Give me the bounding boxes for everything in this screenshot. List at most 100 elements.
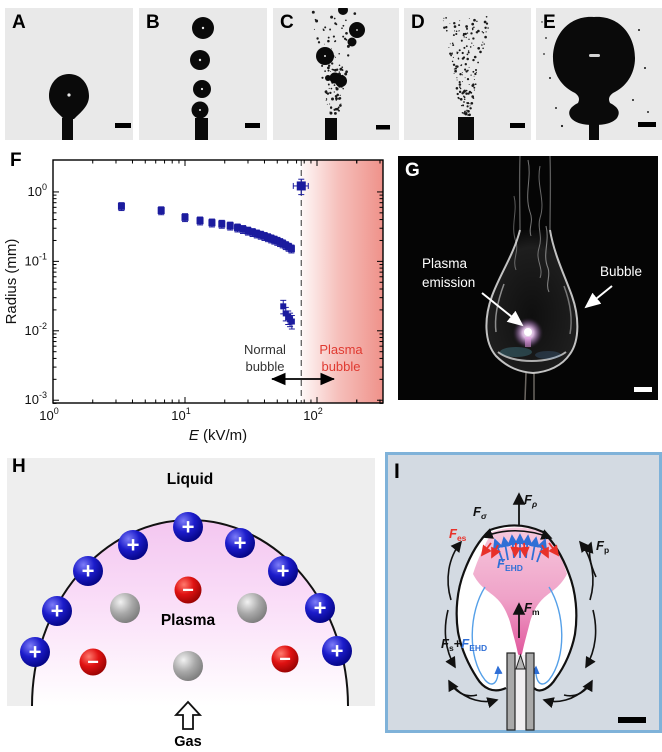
nozzle — [195, 118, 208, 140]
panel-b-label: B — [146, 12, 160, 33]
data-point — [257, 231, 265, 239]
positive-ion-icon: + — [20, 637, 50, 667]
debris-dots — [541, 21, 649, 128]
bubble — [325, 75, 331, 81]
data-point — [157, 207, 165, 215]
panel-h-label: H — [12, 456, 26, 477]
panel-b: B — [139, 8, 267, 140]
data-point — [296, 181, 306, 191]
svg-text:−: − — [182, 580, 194, 602]
electrostatic-force-arrow — [518, 542, 530, 558]
scale-bar — [510, 123, 525, 128]
f-m-label: Fm — [524, 600, 540, 617]
data-point — [181, 213, 189, 221]
positive-ion-icon: + — [42, 596, 72, 626]
svg-text:+: + — [234, 531, 247, 556]
nozzle — [325, 118, 337, 140]
bubble — [338, 8, 348, 15]
svg-text:102: 102 — [303, 406, 322, 423]
data-point — [226, 222, 234, 230]
panel-f-chart: F 100 101 102 100 10-1 10-2 10-3 E (kV/m) Radius… — [0, 148, 398, 448]
pressure-force-arrow — [582, 541, 597, 578]
panel-g-photo: G — [398, 156, 658, 400]
bubble-outline — [455, 524, 578, 692]
f-p-label: Fp — [596, 538, 609, 555]
force-balance-diagram: Fρ Fσ Fes FEHD Fp Fm Fs+FEHD — [385, 452, 662, 733]
nozzle — [62, 118, 73, 140]
highlight-speck — [200, 87, 204, 91]
electrostatic-force-arrow — [510, 542, 522, 558]
electrostatic-force-arrow — [480, 542, 492, 557]
photo-annotations: Plasma emission Bubble — [422, 256, 642, 290]
panel-d-image — [442, 15, 525, 140]
ehd-force-arrow — [500, 536, 511, 561]
neutral-atom-icon — [110, 593, 140, 623]
panel-a: A — [5, 8, 133, 140]
gas-flow-arrow-icon — [173, 700, 203, 730]
plasma-label: Plasma — [161, 612, 216, 629]
panel-d-label: D — [411, 12, 425, 33]
panel-i-label: I — [394, 460, 400, 483]
plasma-emission-label-line2: emission — [422, 275, 475, 290]
panel-e-image — [541, 16, 656, 140]
x-axis-label: E (kV/m) — [189, 427, 247, 444]
panel-c-label: C — [280, 12, 294, 33]
f-es-label: Fes — [449, 526, 467, 543]
nozzle — [458, 117, 474, 140]
panel-g-label: G — [405, 160, 420, 181]
svg-text:bubble: bubble — [245, 359, 284, 374]
data-point — [218, 220, 226, 228]
scale-bar — [376, 125, 390, 130]
data-point — [288, 318, 295, 325]
negative-ion-icon: − — [271, 645, 299, 673]
spray-dots — [442, 15, 489, 117]
highlight-speck — [324, 55, 326, 57]
svg-text:bubble: bubble — [321, 359, 360, 374]
scale-bar — [638, 122, 656, 127]
plasma-charge-diagram: Liquid Plasma ++ ++ ++ ++ +−− − Gas — [7, 458, 375, 750]
surface-tension-arrows — [481, 528, 553, 540]
bubble — [347, 37, 357, 47]
negative-ion-icon: − — [174, 576, 202, 604]
f-s-plus-f-ehd-label: Fs+FEHD — [441, 636, 487, 653]
bubble-arrow — [584, 285, 613, 309]
svg-text:+: + — [127, 533, 140, 558]
panel-h-diagram: H — [0, 448, 385, 752]
positive-ion-icon: + — [173, 512, 203, 542]
panel-i-diagram: I — [385, 452, 662, 733]
highlight-speck — [199, 109, 201, 111]
scale-bar — [245, 123, 260, 128]
plasma-region-shading — [301, 160, 383, 403]
data-point — [234, 224, 242, 232]
plasma-emission-arrow — [481, 292, 524, 327]
svg-text:10-2: 10-2 — [25, 321, 47, 338]
plasma-bubble-photo: Plasma emission Bubble — [398, 156, 658, 400]
svg-text:−: − — [87, 652, 99, 674]
spray-dots — [311, 10, 357, 115]
data-point — [196, 217, 204, 225]
svg-text:10-3: 10-3 — [25, 390, 47, 407]
panel-f-label: F — [10, 150, 22, 171]
neutral-atom-icon — [237, 593, 267, 623]
positive-ion-icon: + — [268, 556, 298, 586]
bubble-photo-drawing — [485, 156, 579, 400]
internal-flow-streamlines — [471, 586, 563, 685]
regime-annotations: Normal bubble Plasma bubble — [244, 342, 363, 374]
plasma-emission-label: Plasma — [422, 256, 468, 271]
nozzle — [506, 652, 535, 731]
plot-frame — [52, 159, 384, 404]
axis-ticks — [52, 160, 383, 404]
scale-bar — [115, 123, 131, 128]
svg-text:Plasma: Plasma — [319, 342, 363, 357]
panel-c-image — [311, 8, 390, 140]
ion-spheres: ++ ++ ++ ++ +−− − — [20, 512, 352, 681]
positive-ion-icon: + — [73, 556, 103, 586]
svg-text:+: + — [51, 599, 64, 624]
nozzle — [589, 115, 599, 140]
data-point — [244, 227, 252, 235]
panel-a-label: A — [12, 12, 26, 33]
gas-label: Gas — [174, 734, 201, 750]
data-point — [239, 225, 247, 233]
f-ehd-top-label: FEHD — [497, 556, 523, 573]
